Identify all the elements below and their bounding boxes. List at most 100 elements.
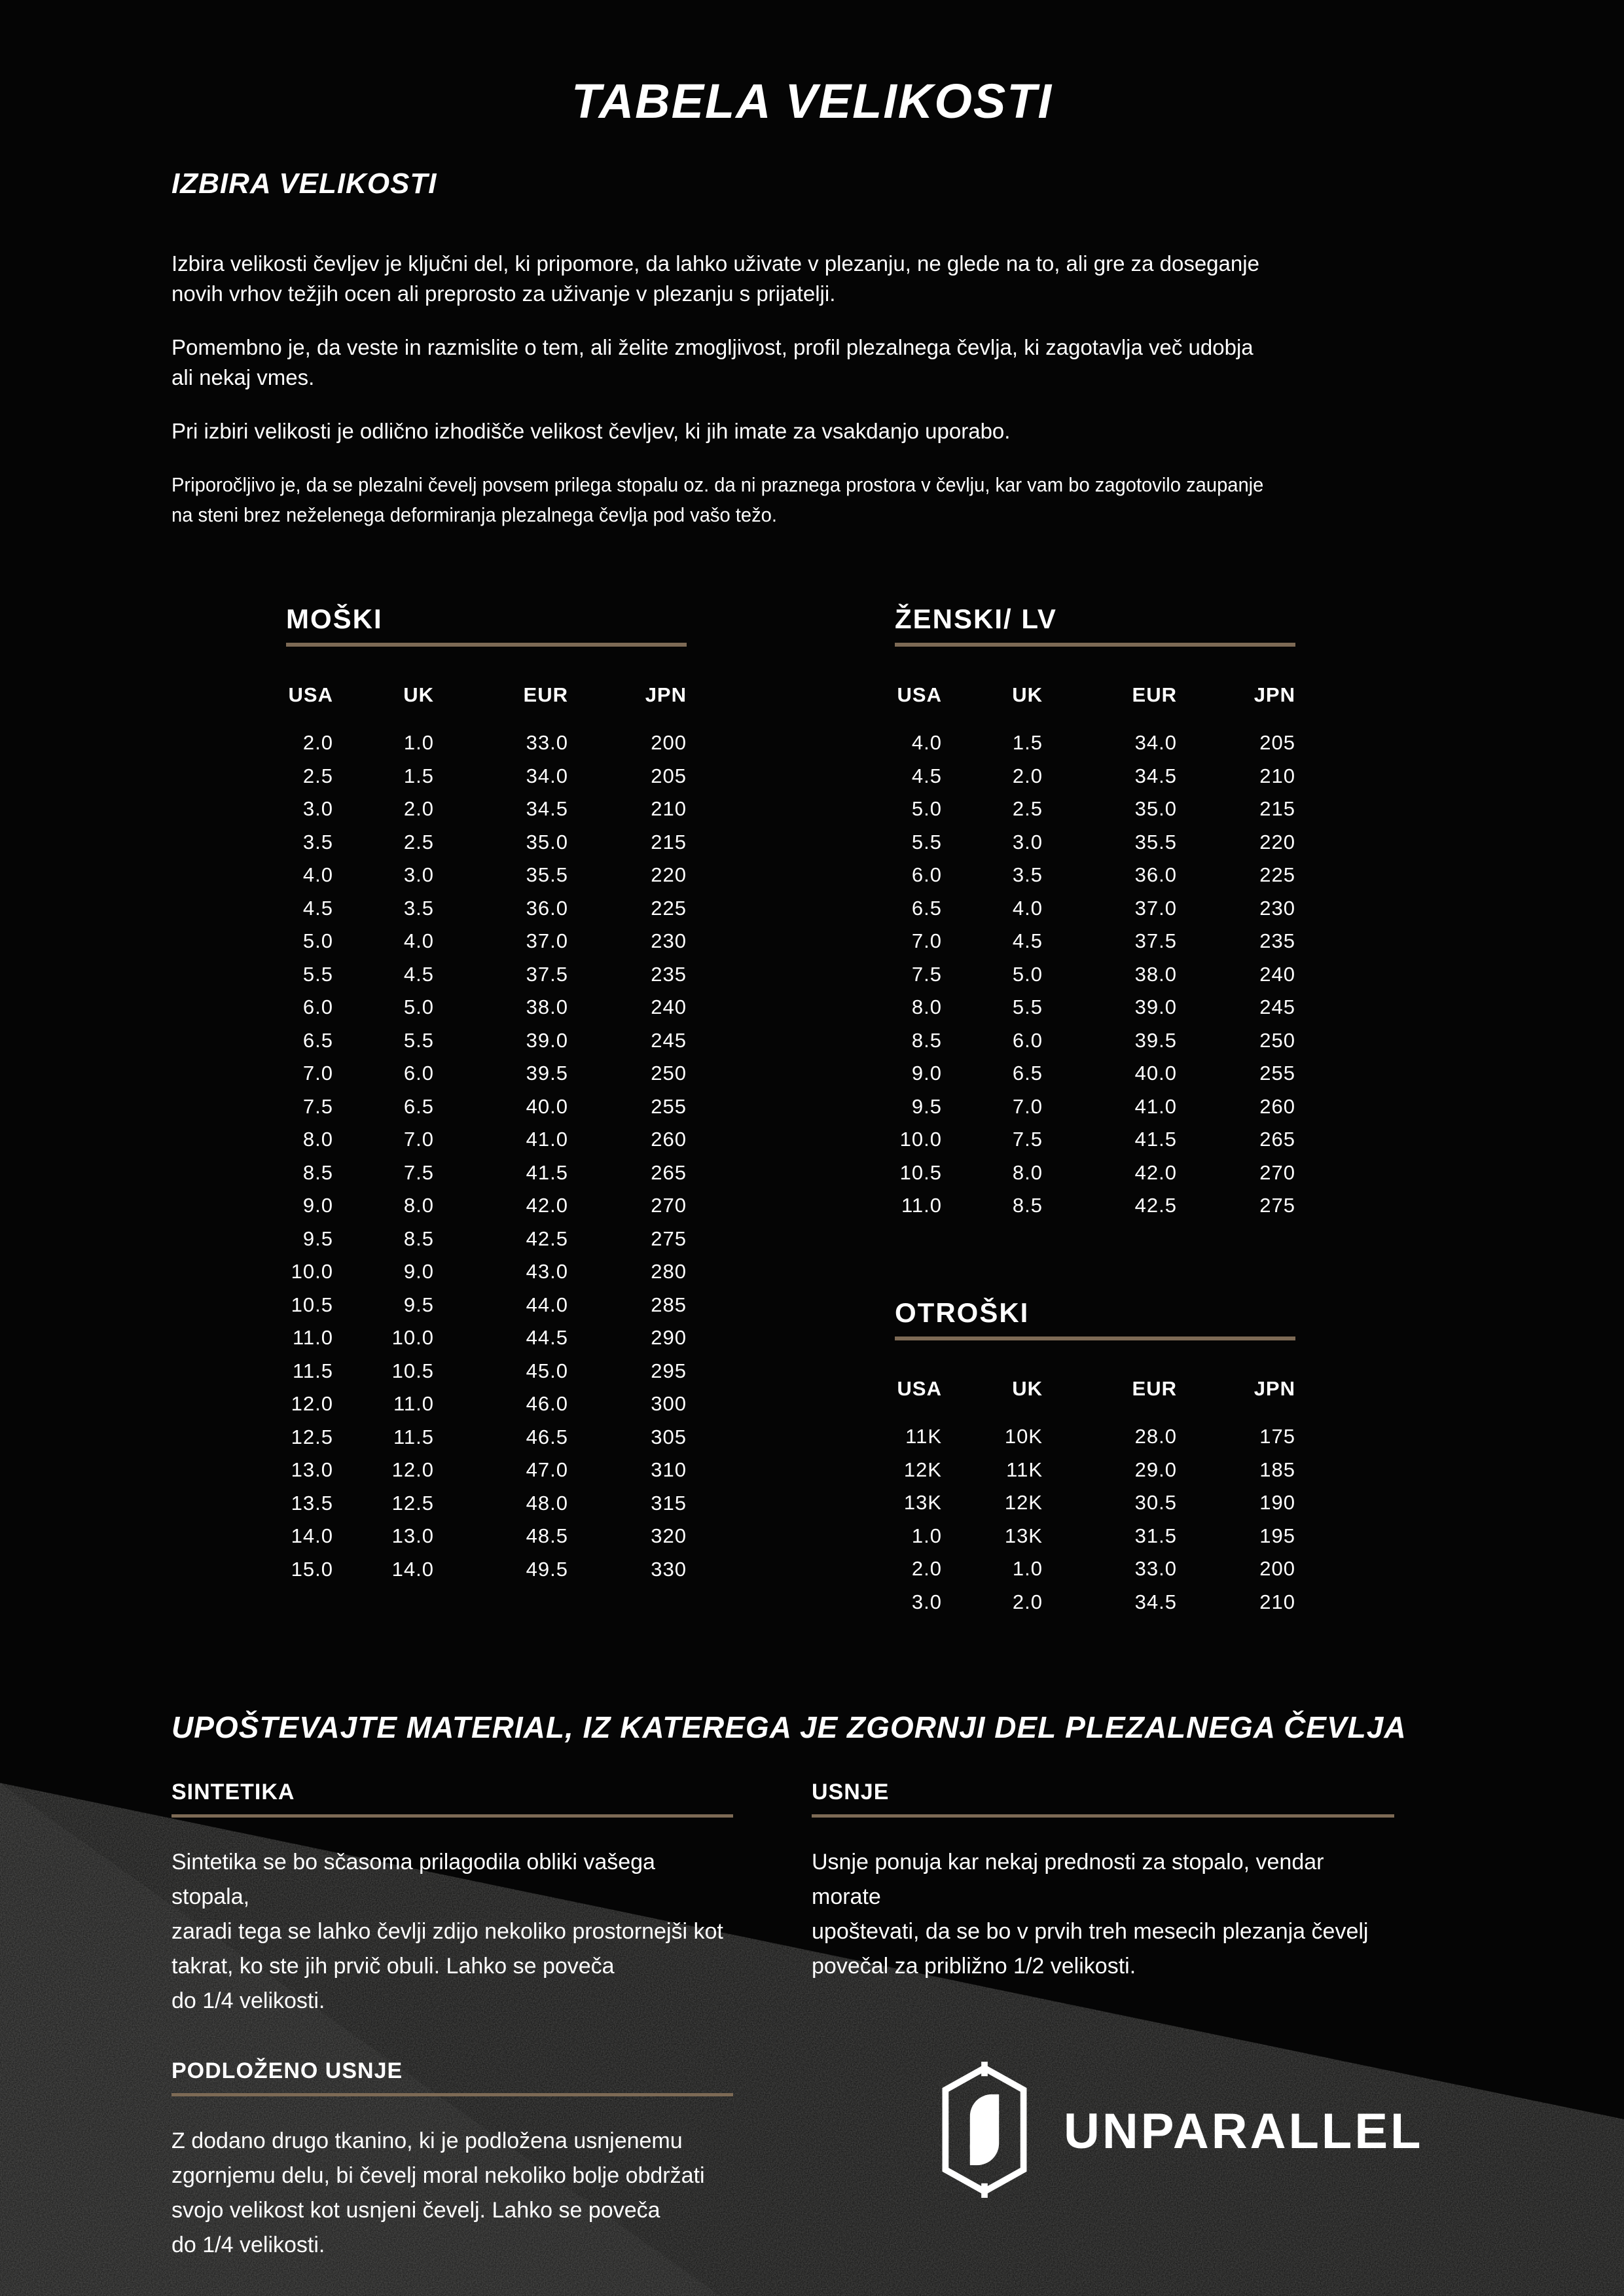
table-row: 4.0 3.0 35.5 220 bbox=[286, 859, 687, 892]
eur-size-cell: 43.0 bbox=[526, 1260, 568, 1283]
uk-size-cell: 13K bbox=[1004, 1524, 1043, 1547]
uk-size-cell: 4.0 bbox=[403, 929, 434, 953]
usa-size-cell: 4.0 bbox=[911, 731, 942, 755]
men-table-body: 2.0 1.0 33.0 200 2.5 1.5 34.0 205 3.0 2.… bbox=[286, 726, 687, 1586]
usa-size-cell: 2.0 bbox=[911, 1557, 942, 1581]
intro-paragraph-3: Pri izbiri velikosti je odlično izhodišč… bbox=[171, 419, 1011, 443]
uk-size-cell: 4.5 bbox=[1012, 929, 1043, 953]
eur-size-cell: 38.0 bbox=[526, 996, 568, 1019]
table-row: 13K 12K 30.5 190 bbox=[895, 1486, 1295, 1520]
uk-size-cell: 8.5 bbox=[1012, 1194, 1043, 1217]
uk-size-cell: 14.0 bbox=[391, 1557, 434, 1581]
uk-size-cell: 2.5 bbox=[1012, 797, 1043, 821]
eur-size-cell: 33.0 bbox=[1134, 1557, 1177, 1581]
eur-size-cell: 42.0 bbox=[526, 1194, 568, 1217]
usa-size-cell: 11.0 bbox=[292, 1326, 333, 1350]
kids-table-headers: USA UK EUR JPN bbox=[895, 1377, 1295, 1401]
table-row: 3.5 2.5 35.0 215 bbox=[286, 826, 687, 859]
uk-size-cell: 7.0 bbox=[1012, 1094, 1043, 1118]
uk-size-cell: 1.0 bbox=[1012, 1557, 1043, 1581]
jpn-size-cell: 270 bbox=[651, 1194, 687, 1217]
jpn-size-cell: 265 bbox=[1259, 1128, 1295, 1151]
eur-size-cell: 30.5 bbox=[1134, 1491, 1177, 1515]
uk-size-cell: 12K bbox=[1004, 1491, 1043, 1515]
table-row: 6.5 5.5 39.0 245 bbox=[286, 1024, 687, 1058]
size-selection-heading: IZBIRA VELIKOSTI bbox=[171, 168, 437, 200]
uk-size-cell: 9.5 bbox=[403, 1293, 434, 1316]
usa-size-cell: 5.0 bbox=[911, 797, 942, 821]
uk-size-cell: 12.5 bbox=[391, 1491, 434, 1515]
eur-size-cell: 35.0 bbox=[526, 830, 568, 853]
table-row: 9.0 6.5 40.0 255 bbox=[895, 1057, 1295, 1090]
podlozeno-usnje-text: Z dodano drugo tkanino, ki je podložena … bbox=[171, 2128, 705, 2257]
column-header: EUR bbox=[523, 683, 568, 706]
jpn-size-cell: 260 bbox=[1259, 1094, 1295, 1118]
eur-size-cell: 46.5 bbox=[526, 1425, 568, 1448]
jpn-size-cell: 230 bbox=[651, 929, 687, 953]
eur-size-cell: 36.0 bbox=[1134, 863, 1177, 887]
accent-divider bbox=[171, 2093, 733, 2096]
table-row: 2.5 1.5 34.0 205 bbox=[286, 760, 687, 793]
usa-size-cell: 9.5 bbox=[911, 1094, 942, 1118]
uk-size-cell: 2.0 bbox=[1012, 1590, 1043, 1613]
table-row: 7.5 5.0 38.0 240 bbox=[895, 958, 1295, 992]
jpn-size-cell: 245 bbox=[651, 1028, 687, 1052]
table-row: 7.0 6.0 39.5 250 bbox=[286, 1057, 687, 1090]
jpn-size-cell: 310 bbox=[651, 1458, 687, 1482]
usa-size-cell: 7.5 bbox=[302, 1094, 333, 1118]
usa-size-cell: 13K bbox=[903, 1491, 942, 1515]
uk-size-cell: 12.0 bbox=[391, 1458, 434, 1482]
usa-size-cell: 11K bbox=[905, 1425, 942, 1448]
jpn-size-cell: 185 bbox=[1259, 1458, 1295, 1481]
usa-size-cell: 10.0 bbox=[899, 1128, 942, 1151]
jpn-size-cell: 315 bbox=[651, 1491, 687, 1515]
accent-divider bbox=[812, 1814, 1394, 1818]
table-row: 2.0 1.0 33.0 200 bbox=[895, 1552, 1295, 1586]
jpn-size-cell: 200 bbox=[1259, 1557, 1295, 1581]
eur-size-cell: 35.5 bbox=[1134, 830, 1177, 853]
usa-size-cell: 12.5 bbox=[291, 1425, 333, 1448]
jpn-size-cell: 275 bbox=[1259, 1194, 1295, 1217]
men-table-headers: USA UK EUR JPN bbox=[286, 683, 687, 707]
eur-size-cell: 35.5 bbox=[526, 863, 568, 887]
table-row: 8.5 6.0 39.5 250 bbox=[895, 1024, 1295, 1058]
table-row: 11.0 10.0 44.5 290 bbox=[286, 1321, 687, 1355]
eur-size-cell: 33.0 bbox=[526, 731, 568, 755]
usa-size-cell: 7.5 bbox=[911, 962, 942, 986]
table-row: 10.5 9.5 44.0 285 bbox=[286, 1289, 687, 1322]
table-row: 4.0 1.5 34.0 205 bbox=[895, 726, 1295, 760]
unparallel-hexagon-icon bbox=[933, 2062, 1036, 2201]
uk-size-cell: 8.5 bbox=[403, 1227, 434, 1250]
table-row: 6.5 4.0 37.0 230 bbox=[895, 892, 1295, 925]
accent-divider bbox=[895, 1336, 1295, 1340]
jpn-size-cell: 275 bbox=[651, 1227, 687, 1250]
usa-size-cell: 9.0 bbox=[911, 1062, 942, 1085]
jpn-size-cell: 220 bbox=[1259, 830, 1295, 853]
usa-size-cell: 15.0 bbox=[291, 1557, 333, 1581]
uk-size-cell: 5.0 bbox=[403, 996, 434, 1019]
table-row: 12K 11K 29.0 185 bbox=[895, 1454, 1295, 1487]
usa-size-cell: 4.5 bbox=[911, 764, 942, 787]
jpn-size-cell: 240 bbox=[1259, 962, 1295, 986]
kids-table-body: 11K 10K 28.0 175 12K 11K 29.0 185 13K 12… bbox=[895, 1420, 1295, 1619]
column-header: JPN bbox=[1254, 683, 1295, 706]
uk-size-cell: 9.0 bbox=[403, 1260, 434, 1283]
usa-size-cell: 12K bbox=[903, 1458, 942, 1481]
jpn-size-cell: 230 bbox=[1259, 896, 1295, 920]
column-header: UK bbox=[1012, 1377, 1043, 1400]
table-row: 3.0 2.0 34.5 210 bbox=[286, 793, 687, 826]
usa-size-cell: 10.0 bbox=[291, 1260, 333, 1283]
eur-size-cell: 45.0 bbox=[526, 1359, 568, 1382]
eur-size-cell: 31.5 bbox=[1134, 1524, 1177, 1547]
table-row: 10.5 8.0 42.0 270 bbox=[895, 1157, 1295, 1190]
column-header: EUR bbox=[1132, 1377, 1177, 1400]
column-header: JPN bbox=[645, 683, 687, 706]
table-row: 5.0 2.5 35.0 215 bbox=[895, 793, 1295, 826]
uk-size-cell: 10.5 bbox=[391, 1359, 434, 1382]
table-row: 5.5 4.5 37.5 235 bbox=[286, 958, 687, 992]
uk-size-cell: 4.0 bbox=[1012, 896, 1043, 920]
eur-size-cell: 44.0 bbox=[526, 1293, 568, 1316]
usa-size-cell: 6.5 bbox=[302, 1028, 333, 1052]
jpn-size-cell: 215 bbox=[651, 830, 687, 853]
eur-size-cell: 39.5 bbox=[1134, 1028, 1177, 1052]
